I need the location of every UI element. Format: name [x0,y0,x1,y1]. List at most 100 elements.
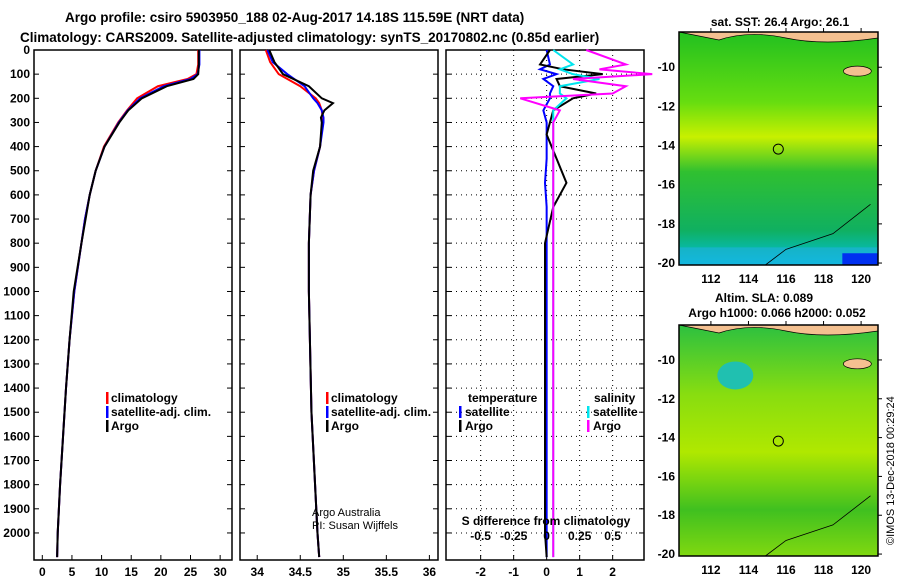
x-tick-label-secondary: 0.5 [604,529,621,543]
legend-swatch [106,392,109,404]
bathymetry-contour [765,203,871,266]
legend-swatch [326,392,329,404]
x-tick-label: 10 [95,565,109,579]
x-tick-label: -2 [475,565,486,579]
map-y-tick-label: -14 [658,431,676,445]
map-x-tick-label: 118 [814,563,834,577]
y-tick-label: 1700 [3,454,30,468]
y-tick-label: 400 [10,140,30,154]
argo-position-marker [772,435,784,447]
x-axis-label-secondary: S difference from climatology [462,514,631,528]
y-tick-label: 100 [10,67,30,81]
title-line-1: Argo profile: csiro 5903950_188 02-Aug-2… [65,10,524,25]
x-tick-label: 30 [213,565,227,579]
map-y-tick-label: -18 [658,508,676,522]
map-frame-sla-map [678,324,879,557]
series-line-s-satellite [552,49,600,558]
y-tick-label: 2000 [3,526,30,540]
map-x-tick-label: 120 [851,563,871,577]
map-x-tick-label: 116 [776,272,796,286]
y-tick-label: 1500 [3,405,30,419]
x-tick-label: -1 [508,565,519,579]
panel-frame-temperature [33,49,233,561]
series-line-satellite-adj-clim- [56,50,201,558]
y-tick-label: 900 [10,260,30,274]
island-patch [842,65,872,77]
legend-swatch [587,420,590,432]
y-tick-label: 1900 [3,502,30,516]
map-y-tick-label: -12 [658,99,676,113]
x-tick-label: 5 [69,565,76,579]
x-tick-label: 0 [543,565,550,579]
map-frame-sst-map [678,31,879,266]
legend-label: Argo [111,419,139,433]
x-tick-label-secondary: -0.25 [500,529,528,543]
map-y-tick-label: -14 [658,139,676,153]
x-tick-label: 35 [337,565,351,579]
map-x-tick-label: 112 [701,563,721,577]
legend-label: satellite [465,405,510,419]
y-tick-label: 1400 [3,381,30,395]
map-y-tick-label: -12 [658,392,676,406]
map-y-tick-label: -18 [658,217,676,231]
map-x-tick-label: 114 [739,563,759,577]
cold-water-patch [679,247,878,265]
y-tick-label: 0 [23,43,30,57]
x-tick-label: 35.5 [375,565,399,579]
series-line-t-satellite [537,49,560,558]
map-y-tick-label: -20 [658,256,676,270]
legend-swatch [106,406,109,418]
map-field-sla-map [679,325,878,556]
title-line-2: Climatology: CARS2009. Satellite-adjuste… [20,30,599,45]
legend-swatch [326,406,329,418]
y-tick-label: 800 [10,236,30,250]
bathymetry-contour [765,495,871,557]
credit-text: ©IMOS 13-Dec-2018 00:29:24 [885,396,897,545]
map-y-tick-label: -16 [658,469,676,483]
x-tick-label: 34.5 [289,565,313,579]
x-tick-label: 1 [576,565,583,579]
legend-label: satellite [593,405,638,419]
map-x-tick-label: 118 [814,272,834,286]
map-x-tick-label: 120 [851,272,871,286]
y-tick-label: 600 [10,188,30,202]
map-y-tick-label: -10 [658,353,676,367]
map-title: sat. SST: 26.4 Argo: 26.1 [711,15,850,29]
series-line-argo [56,50,200,558]
land-patch [678,324,879,336]
x-tick-label-secondary: 0.25 [568,529,592,543]
map-subtitle: Argo h1000: 0.066 h2000: 0.052 [688,306,866,320]
low-sla-patch [717,361,754,390]
argo-position-marker [772,143,784,155]
legend-swatch [326,420,329,432]
legend-label: Argo [593,419,621,433]
y-tick-label: 1600 [3,429,30,443]
y-tick-label: 1000 [3,284,30,298]
map-x-tick-label: 112 [701,272,721,286]
legend-label: climatology [331,391,398,405]
land-patch [678,31,879,43]
y-tick-label: 500 [10,164,30,178]
y-tick-label: 1100 [4,309,30,323]
series-line-climatology [56,50,200,558]
y-tick-label: 300 [10,115,30,129]
y-tick-label: 1300 [3,357,30,371]
deep-blue-patch [842,253,878,265]
map-y-tick-label: -16 [658,178,676,192]
legend-title-salinity: salinity [594,391,636,405]
legend-swatch [459,420,462,432]
x-tick-label: 15 [125,565,139,579]
annotation-text: PI: Susan Wijffels [312,520,398,532]
series-line-argo [268,49,335,558]
map-title: Altim. SLA: 0.089 [715,291,813,305]
map-field-sst-map [679,32,878,265]
x-tick-label: 25 [184,565,198,579]
x-tick-label: 0 [39,565,46,579]
legend-label: Argo [465,419,493,433]
legend-swatch [459,406,462,418]
x-tick-label: 20 [154,565,168,579]
series-line-s-argo [519,49,653,558]
x-tick-label: 36 [423,565,437,579]
y-tick-label: 700 [10,212,30,226]
